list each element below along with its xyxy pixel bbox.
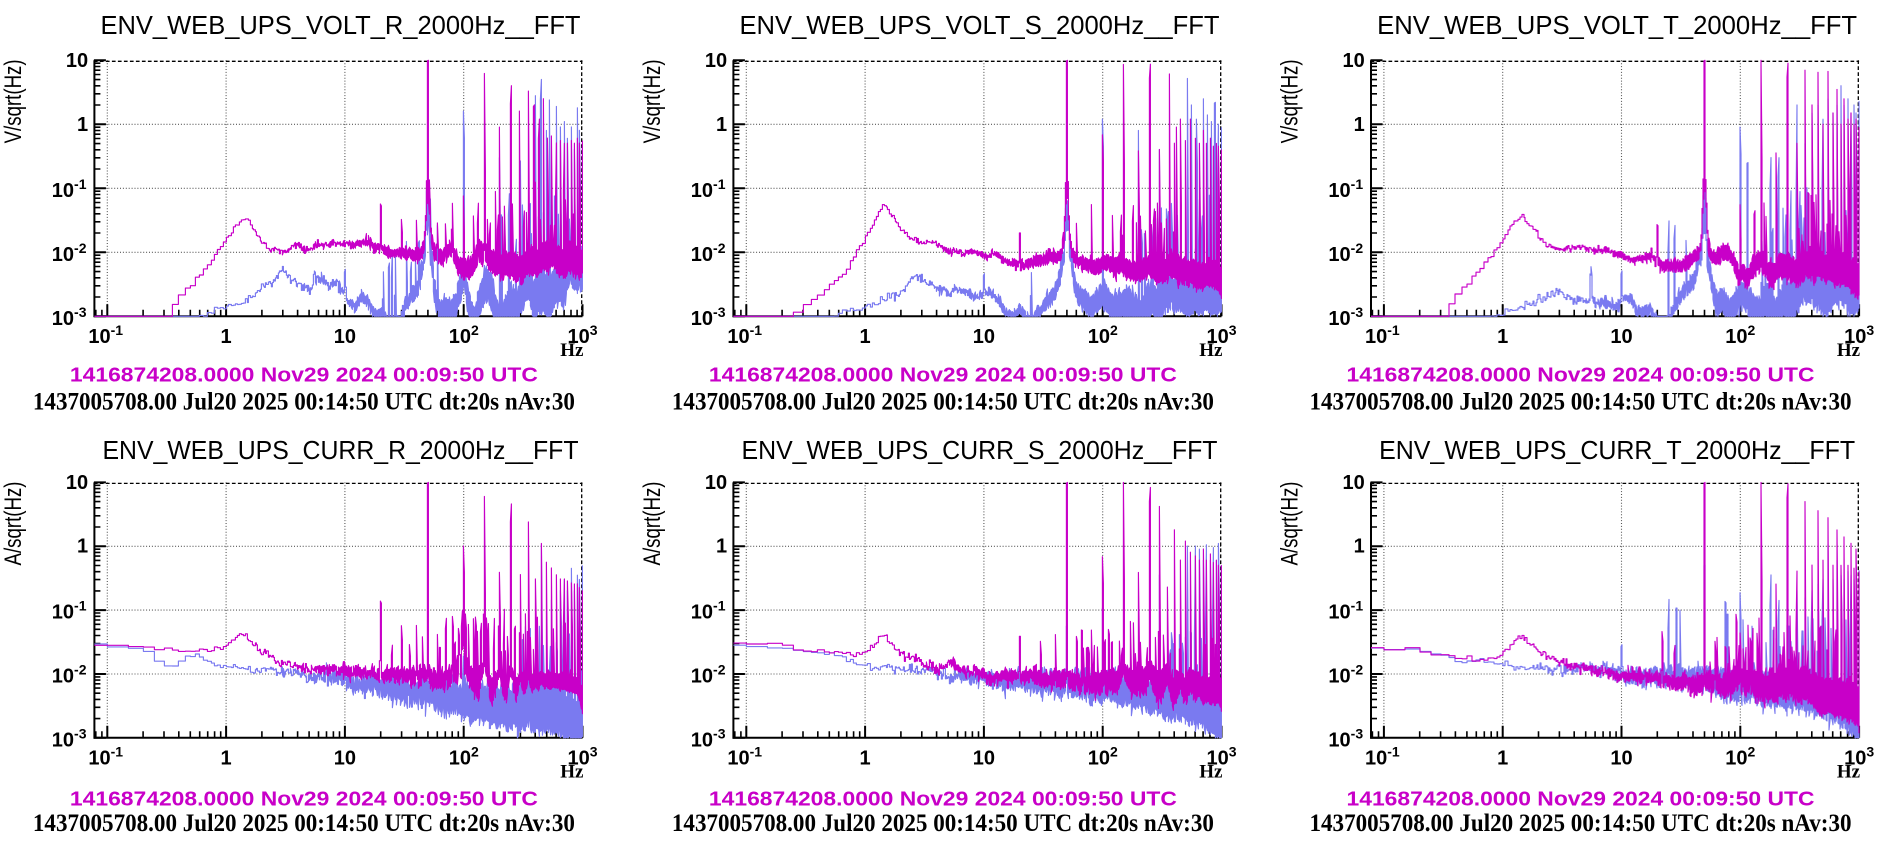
svg-text:ENV_WEB_UPS_VOLT_S_2000Hz__FFT: ENV_WEB_UPS_VOLT_S_2000Hz__FFT — [740, 10, 1220, 40]
svg-text:10-2: 10-2 — [52, 240, 87, 266]
svg-text:1: 1 — [221, 748, 232, 770]
svg-text:1: 1 — [77, 536, 88, 558]
svg-text:1: 1 — [860, 748, 871, 770]
svg-text:1437005708.00 Jul20 2025 00:14: 1437005708.00 Jul20 2025 00:14:50 UTC dt… — [33, 388, 575, 415]
svg-text:1416874208.0000 Nov29 2024 00:: 1416874208.0000 Nov29 2024 00:09:50 UTC — [1347, 789, 1815, 811]
svg-text:V/sqrt(Hz): V/sqrt(Hz) — [0, 59, 27, 143]
svg-text:1437005708.00 Jul20 2025 00:14: 1437005708.00 Jul20 2025 00:14:50 UTC dt… — [672, 388, 1214, 415]
svg-text:1: 1 — [221, 326, 232, 348]
svg-text:A/sqrt(Hz): A/sqrt(Hz) — [639, 482, 666, 566]
svg-text:1: 1 — [1497, 748, 1508, 770]
svg-text:1416874208.0000 Nov29 2024 00:: 1416874208.0000 Nov29 2024 00:09:50 UTC — [709, 365, 1177, 387]
svg-text:1: 1 — [716, 114, 727, 136]
svg-text:10: 10 — [1610, 748, 1632, 770]
svg-text:10: 10 — [1610, 326, 1632, 348]
svg-text:10: 10 — [66, 50, 88, 72]
svg-text:1437005708.00 Jul20 2025 00:14: 1437005708.00 Jul20 2025 00:14:50 UTC dt… — [1310, 810, 1852, 837]
svg-text:10-3: 10-3 — [1328, 725, 1363, 751]
svg-text:Hz: Hz — [1837, 762, 1861, 783]
svg-text:ENV_WEB_UPS_CURR_R_2000Hz__FFT: ENV_WEB_UPS_CURR_R_2000Hz__FFT — [103, 435, 579, 465]
svg-text:1437005708.00 Jul20 2025 00:14: 1437005708.00 Jul20 2025 00:14:50 UTC dt… — [1310, 388, 1852, 415]
svg-text:1416874208.0000 Nov29 2024 00:: 1416874208.0000 Nov29 2024 00:09:50 UTC — [709, 789, 1177, 811]
svg-text:10: 10 — [334, 326, 356, 348]
svg-text:ENV_WEB_UPS_VOLT_R_2000Hz__FFT: ENV_WEB_UPS_VOLT_R_2000Hz__FFT — [101, 10, 581, 40]
svg-text:1: 1 — [1497, 326, 1508, 348]
svg-text:10: 10 — [705, 50, 727, 72]
svg-text:A/sqrt(Hz): A/sqrt(Hz) — [1277, 482, 1304, 566]
svg-text:10-1: 10-1 — [1365, 322, 1400, 348]
svg-text:1: 1 — [77, 114, 88, 136]
svg-text:1: 1 — [860, 326, 871, 348]
svg-text:10: 10 — [973, 748, 995, 770]
svg-text:A/sqrt(Hz): A/sqrt(Hz) — [0, 482, 27, 566]
svg-text:10: 10 — [1342, 50, 1364, 72]
svg-text:1416874208.0000 Nov29 2024 00:: 1416874208.0000 Nov29 2024 00:09:50 UTC — [70, 789, 538, 811]
svg-text:Hz: Hz — [560, 762, 584, 783]
svg-text:V/sqrt(Hz): V/sqrt(Hz) — [639, 59, 666, 143]
svg-text:1: 1 — [1354, 114, 1365, 136]
svg-text:Hz: Hz — [1199, 762, 1223, 783]
svg-text:10-2: 10-2 — [1328, 662, 1363, 688]
svg-text:10: 10 — [1342, 472, 1364, 494]
svg-text:10-1: 10-1 — [52, 176, 87, 202]
svg-text:V/sqrt(Hz): V/sqrt(Hz) — [1277, 59, 1304, 143]
svg-text:1416874208.0000 Nov29 2024 00:: 1416874208.0000 Nov29 2024 00:09:50 UTC — [70, 365, 538, 387]
svg-text:Hz: Hz — [1199, 340, 1223, 361]
svg-text:Hz: Hz — [1837, 340, 1861, 361]
svg-text:1: 1 — [716, 536, 727, 558]
svg-text:10: 10 — [973, 326, 995, 348]
svg-text:1: 1 — [1354, 536, 1365, 558]
svg-text:ENV_WEB_UPS_VOLT_T_2000Hz__FFT: ENV_WEB_UPS_VOLT_T_2000Hz__FFT — [1377, 10, 1857, 40]
svg-text:103: 103 — [1207, 744, 1237, 770]
svg-text:10: 10 — [66, 472, 88, 494]
svg-text:1437005708.00 Jul20 2025 00:14: 1437005708.00 Jul20 2025 00:14:50 UTC dt… — [672, 810, 1214, 837]
svg-text:1416874208.0000 Nov29 2024 00:: 1416874208.0000 Nov29 2024 00:09:50 UTC — [1347, 365, 1815, 387]
svg-text:10: 10 — [705, 472, 727, 494]
svg-text:Hz: Hz — [560, 340, 584, 361]
svg-text:ENV_WEB_UPS_CURR_T_2000Hz__FFT: ENV_WEB_UPS_CURR_T_2000Hz__FFT — [1379, 435, 1855, 465]
svg-text:10: 10 — [334, 748, 356, 770]
svg-text:1437005708.00 Jul20 2025 00:14: 1437005708.00 Jul20 2025 00:14:50 UTC dt… — [33, 810, 575, 837]
svg-text:ENV_WEB_UPS_CURR_S_2000Hz__FFT: ENV_WEB_UPS_CURR_S_2000Hz__FFT — [742, 435, 1218, 465]
